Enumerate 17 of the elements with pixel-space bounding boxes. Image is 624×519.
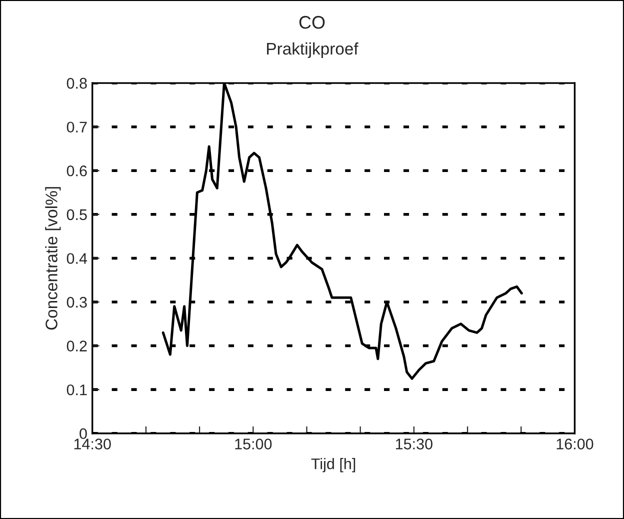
y-tick-label: 0.3: [66, 296, 87, 308]
chart-subtitle: Praktijkproef: [267, 42, 358, 58]
chart-title: CO: [299, 16, 325, 29]
y-tick-label: 0.1: [66, 384, 87, 396]
x-tick-label: 15:00: [235, 438, 272, 450]
x-axis-title: Tijd [h]: [311, 458, 356, 472]
x-tick-label: 16:00: [556, 438, 594, 450]
y-tick-label: 0.7: [66, 122, 87, 133]
y-tick-label: 0: [80, 428, 87, 440]
y-tick-label: 0.4: [66, 253, 88, 264]
x-tick-label: 15:30: [396, 438, 432, 450]
y-tick-label: 0.6: [66, 165, 87, 176]
y-axis-title: Concentratie [vol%]: [45, 187, 61, 330]
x-tick-label: 14:30: [74, 438, 111, 450]
y-tick-label: 0.8: [66, 78, 87, 89]
y-tick-label: 0.5: [66, 209, 87, 220]
y-tick-label: 0.2: [66, 340, 87, 352]
